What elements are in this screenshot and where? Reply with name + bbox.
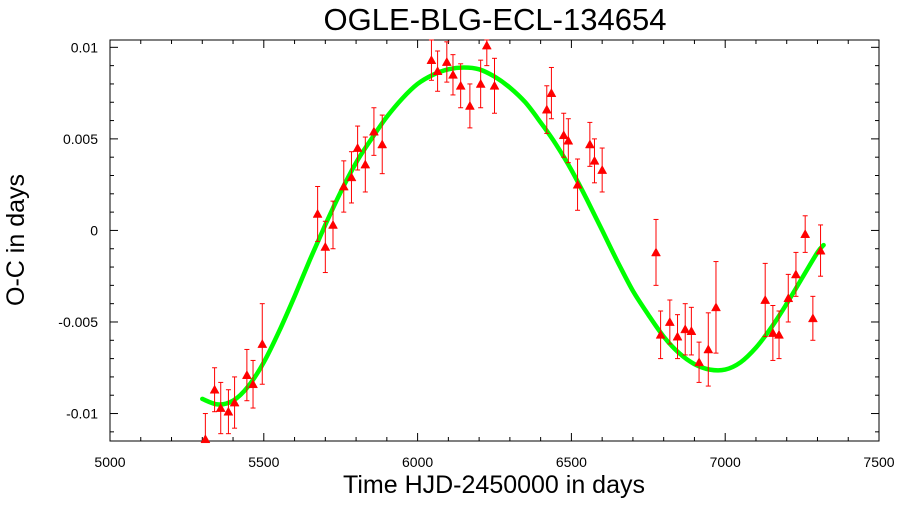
data-point-triangle — [352, 142, 363, 152]
x-axis-ticks — [109, 40, 880, 441]
data-point-triangle — [320, 241, 331, 251]
data-point-triangle — [703, 344, 714, 354]
data-point-triangle — [760, 294, 771, 304]
data-point-triangle — [229, 397, 240, 407]
data-point-triangle — [223, 406, 234, 416]
data-point-triangle — [541, 104, 552, 114]
errorbar-layer — [202, 39, 824, 441]
y-tick-label: -0.01 — [66, 406, 98, 422]
data-point-triangle — [584, 139, 595, 149]
y-tick-label: -0.005 — [58, 314, 98, 330]
y-tick-label: 0.005 — [63, 131, 98, 147]
data-point-triangle — [563, 135, 574, 145]
data-point-triangle — [664, 316, 675, 326]
x-axis-tick-labels: 5000 5500 6000 6500 7000 7500 — [94, 454, 894, 470]
y-tick-label: 0.01 — [71, 39, 98, 55]
x-axis-label: Time HJD-2450000 in days — [343, 471, 645, 499]
data-point-triangle — [767, 327, 778, 337]
plot-frame — [109, 39, 880, 442]
data-point-triangle — [546, 88, 557, 97]
data-point-triangle — [774, 329, 784, 339]
y-tick-label: 0 — [90, 222, 98, 238]
data-point-triangle — [312, 208, 323, 218]
data-point-triangle — [377, 139, 388, 149]
data-point-triangle — [807, 313, 818, 323]
data-point-triangle — [800, 229, 811, 238]
chart-title: OGLE-BLG-ECL-134654 — [324, 2, 667, 37]
data-point-triangle — [248, 379, 258, 389]
data-point-triangle — [711, 302, 721, 312]
x-tick-label: 6000 — [402, 454, 433, 470]
data-point-triangle — [368, 126, 379, 136]
data-point-triangle — [572, 179, 583, 189]
fit-curve-layer — [200, 65, 826, 407]
data-point-triangle — [441, 56, 452, 66]
data-point-triangle — [694, 357, 705, 367]
data-point-triangle — [346, 172, 357, 182]
data-point-layer — [200, 40, 826, 444]
data-point-triangle — [815, 245, 826, 255]
plot-border — [109, 39, 880, 442]
data-point-triangle — [241, 370, 252, 379]
data-point-triangle — [200, 434, 211, 444]
data-point-triangle — [328, 219, 338, 229]
data-point-triangle — [209, 384, 220, 394]
data-point-triangle — [360, 159, 371, 169]
data-point-triangle — [215, 402, 226, 412]
fit-curve — [200, 65, 826, 407]
data-point-triangle — [597, 164, 608, 174]
data-point-triangle — [338, 181, 349, 191]
data-point-triangle — [489, 80, 500, 90]
data-point-triangle — [257, 338, 268, 348]
data-point-triangle — [481, 40, 492, 50]
x-tick-label: 7000 — [710, 454, 741, 470]
x-tick-label: 7500 — [863, 454, 894, 470]
x-tick-label: 5500 — [248, 454, 279, 470]
data-point-triangle — [589, 155, 600, 165]
y-axis-tick-labels: -0.01 -0.005 0 0.005 0.01 — [58, 39, 98, 421]
y-axis-label: O-C in days — [2, 174, 30, 306]
data-point-triangle — [655, 329, 666, 339]
data-point-triangle — [464, 100, 475, 110]
data-point-triangle — [558, 130, 569, 140]
y-axis-ticks — [110, 46, 879, 433]
data-point-triangle — [651, 247, 661, 257]
data-point-triangle — [783, 293, 794, 303]
data-point-triangle — [686, 326, 697, 335]
x-tick-label: 6500 — [556, 454, 587, 470]
data-point-triangle — [448, 69, 458, 79]
data-point-triangle — [790, 269, 801, 279]
data-point-triangle — [432, 66, 443, 75]
data-point-triangle — [680, 324, 691, 334]
x-tick-label: 5000 — [94, 454, 125, 470]
data-point-triangle — [426, 55, 437, 64]
data-point-triangle — [455, 80, 466, 90]
data-point-triangle — [475, 78, 486, 88]
data-point-triangle — [672, 331, 683, 341]
